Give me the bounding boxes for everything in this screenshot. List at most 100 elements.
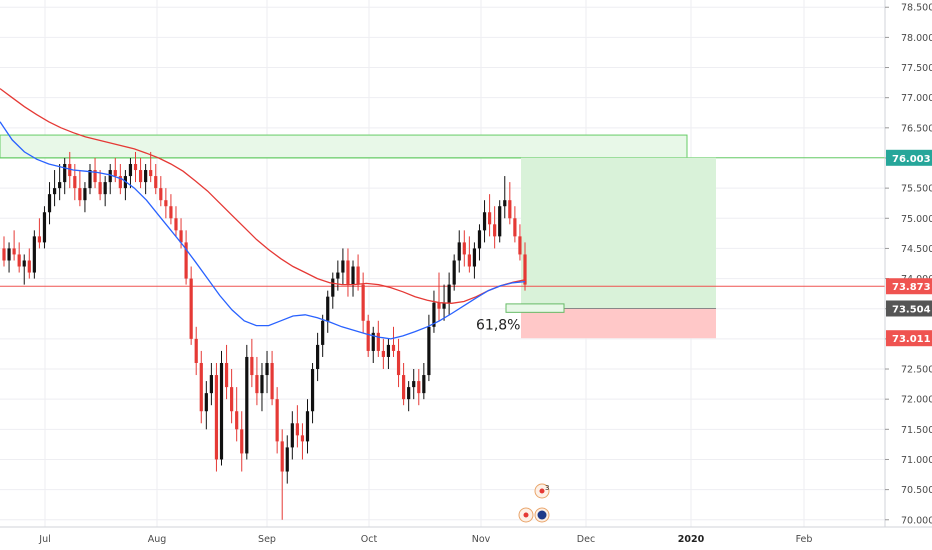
candle-body[interactable] bbox=[376, 332, 380, 351]
candle-body[interactable] bbox=[402, 375, 406, 400]
candle-body[interactable] bbox=[240, 429, 244, 454]
resistance-zone[interactable] bbox=[0, 134, 688, 159]
candle-body[interactable] bbox=[452, 260, 456, 285]
candle-body[interactable] bbox=[280, 441, 284, 472]
candle-body[interactable] bbox=[518, 236, 522, 255]
candle-body[interactable] bbox=[467, 254, 471, 267]
candle-body[interactable] bbox=[138, 170, 143, 183]
candle-body[interactable] bbox=[2, 248, 6, 261]
candle-body[interactable] bbox=[27, 260, 31, 273]
candle-body[interactable] bbox=[32, 236, 36, 273]
candle-body[interactable] bbox=[447, 284, 451, 303]
candle-body[interactable] bbox=[487, 212, 492, 225]
candle-body[interactable] bbox=[412, 381, 416, 388]
candle-body[interactable] bbox=[321, 320, 325, 345]
candle-body[interactable] bbox=[477, 230, 482, 249]
moving-average-blue[interactable] bbox=[0, 121, 526, 340]
candle-body[interactable] bbox=[93, 170, 97, 183]
candle-body[interactable] bbox=[154, 176, 158, 189]
candle-body[interactable] bbox=[326, 296, 330, 321]
candle-body[interactable] bbox=[493, 224, 497, 237]
candle-body[interactable] bbox=[78, 188, 82, 201]
candle-body[interactable] bbox=[230, 387, 234, 412]
candle-body[interactable] bbox=[113, 170, 117, 177]
candle-body[interactable] bbox=[513, 218, 517, 237]
candle-body[interactable] bbox=[260, 375, 264, 394]
candle-body[interactable] bbox=[52, 188, 57, 195]
candle-body[interactable] bbox=[73, 176, 77, 189]
candle-body[interactable] bbox=[144, 170, 148, 183]
candle-body[interactable] bbox=[417, 381, 421, 394]
profit-zone[interactable] bbox=[521, 157, 716, 309]
candle-body[interactable] bbox=[351, 266, 355, 285]
candle-body[interactable] bbox=[316, 344, 320, 370]
candle-body[interactable] bbox=[63, 164, 67, 183]
candle-body[interactable] bbox=[174, 218, 178, 231]
candle-body[interactable] bbox=[275, 399, 279, 442]
candle-body[interactable] bbox=[503, 200, 507, 207]
candle-body[interactable] bbox=[386, 344, 391, 357]
candle-body[interactable] bbox=[199, 362, 203, 412]
candle-body[interactable] bbox=[396, 350, 401, 376]
moving-average-red[interactable] bbox=[0, 88, 526, 304]
candle-body[interactable] bbox=[341, 260, 345, 273]
candle-body[interactable] bbox=[442, 302, 446, 309]
candle-body[interactable] bbox=[108, 170, 112, 183]
candle-body[interactable] bbox=[224, 362, 229, 388]
candle-body[interactable] bbox=[189, 278, 193, 339]
candle-body[interactable] bbox=[498, 206, 502, 237]
candle-body[interactable] bbox=[47, 194, 52, 213]
candle-body[interactable] bbox=[331, 278, 335, 297]
candle-body[interactable] bbox=[118, 176, 122, 189]
candle-body[interactable] bbox=[523, 254, 527, 285]
candle-body[interactable] bbox=[179, 230, 183, 243]
candle-body[interactable] bbox=[432, 302, 436, 327]
candle-body[interactable] bbox=[270, 362, 274, 400]
candle-body[interactable] bbox=[457, 242, 461, 261]
candle-body[interactable] bbox=[482, 212, 487, 231]
candle-body[interactable] bbox=[103, 182, 107, 195]
candle-body[interactable] bbox=[128, 164, 133, 177]
candle-body[interactable] bbox=[169, 206, 173, 219]
candle-body[interactable] bbox=[235, 411, 239, 430]
candle-body[interactable] bbox=[159, 188, 163, 201]
candle-body[interactable] bbox=[22, 260, 26, 267]
candle-body[interactable] bbox=[17, 254, 21, 267]
candle-body[interactable] bbox=[391, 344, 396, 351]
price-label-badge[interactable] bbox=[886, 149, 932, 166]
candle-body[interactable] bbox=[300, 435, 305, 442]
candle-body[interactable] bbox=[12, 248, 16, 255]
candle-body[interactable] bbox=[265, 362, 269, 376]
candle-body[interactable] bbox=[219, 362, 224, 460]
candle-body[interactable] bbox=[336, 272, 340, 279]
candle-body[interactable] bbox=[508, 200, 512, 219]
price-label-badge[interactable] bbox=[886, 330, 932, 347]
candle-body[interactable] bbox=[290, 423, 294, 448]
candle-body[interactable] bbox=[366, 320, 370, 351]
candle-body[interactable] bbox=[7, 248, 11, 261]
candle-body[interactable] bbox=[371, 332, 375, 351]
candle-body[interactable] bbox=[184, 242, 188, 279]
candle-body[interactable] bbox=[462, 242, 466, 255]
candle-body[interactable] bbox=[214, 375, 219, 460]
candle-body[interactable] bbox=[42, 212, 47, 243]
candle-body[interactable] bbox=[381, 350, 385, 357]
candle-body[interactable] bbox=[37, 236, 42, 243]
candle-body[interactable] bbox=[245, 356, 249, 454]
candle-body[interactable] bbox=[149, 170, 153, 177]
candle-body[interactable] bbox=[310, 369, 315, 412]
candle-body[interactable] bbox=[305, 411, 310, 442]
candle-body[interactable] bbox=[133, 164, 138, 171]
candle-body[interactable] bbox=[472, 248, 477, 267]
candle-body[interactable] bbox=[194, 338, 198, 363]
candle-body[interactable] bbox=[346, 260, 350, 285]
loss-zone[interactable] bbox=[521, 308, 716, 339]
candle-body[interactable] bbox=[209, 375, 213, 394]
candle-body[interactable] bbox=[68, 164, 72, 177]
candle-body[interactable] bbox=[437, 302, 441, 309]
candle-body[interactable] bbox=[427, 326, 431, 376]
price-label-badge[interactable] bbox=[886, 300, 932, 317]
candle-body[interactable] bbox=[250, 356, 254, 376]
candle-body[interactable] bbox=[98, 182, 102, 195]
